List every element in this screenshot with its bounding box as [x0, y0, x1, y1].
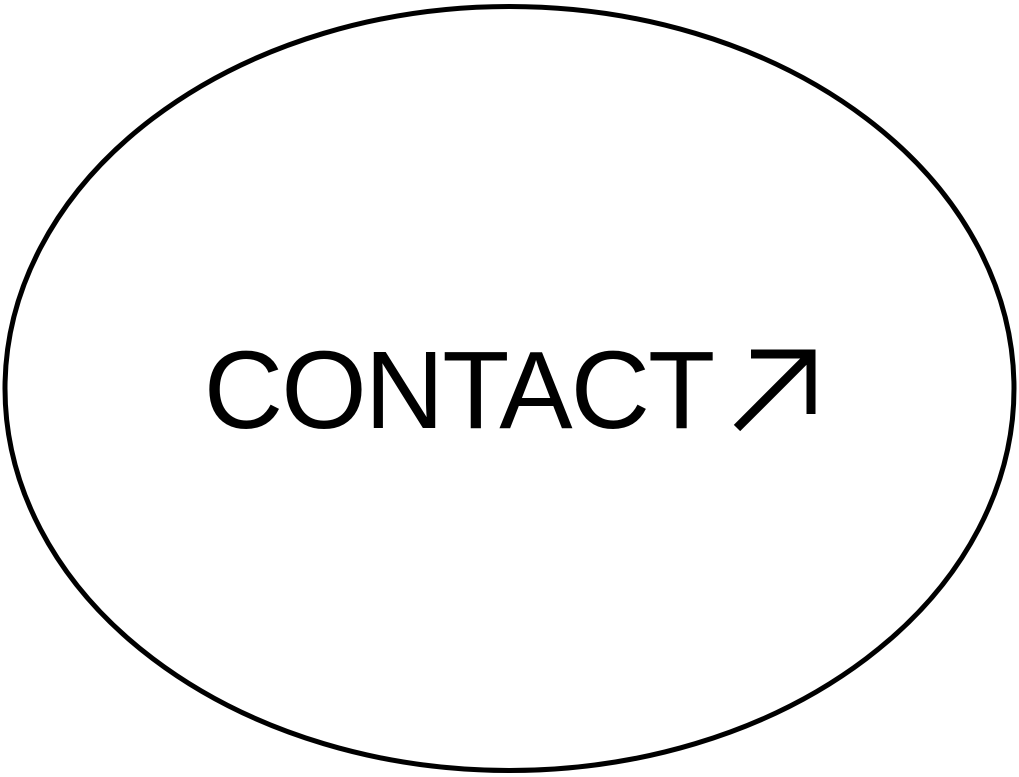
contact-label: CONTACT	[203, 328, 715, 452]
button-content: CONTACT	[203, 328, 823, 452]
arrow-up-right-icon	[734, 349, 816, 431]
